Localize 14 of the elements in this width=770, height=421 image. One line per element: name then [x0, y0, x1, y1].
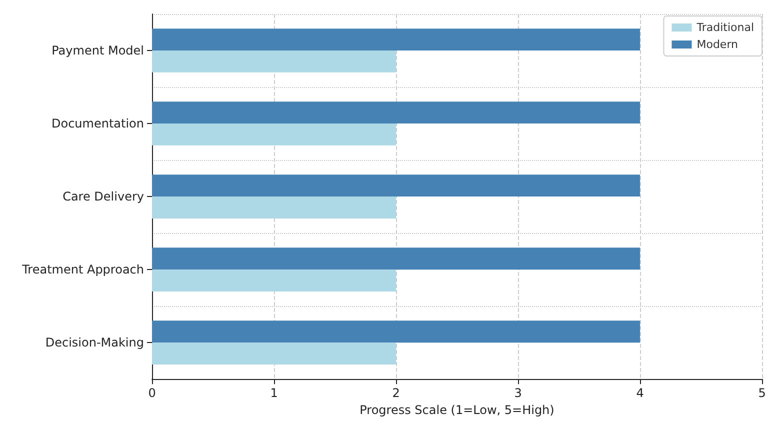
x-axis-title: Progress Scale (1=Low, 5=High) — [360, 403, 554, 417]
y-tick-label: Decision-Making — [45, 336, 144, 350]
x-tick-label: 3 — [514, 386, 522, 400]
x-tick-label: 2 — [392, 386, 400, 400]
y-tick-label: Documentation — [51, 116, 144, 131]
x-tick-label: 5 — [758, 386, 766, 400]
x-tick-label: 1 — [270, 386, 278, 400]
legend-label: Traditional — [696, 21, 754, 34]
x-tick-label: 4 — [636, 386, 644, 400]
y-tick-label: Treatment Approach — [21, 262, 144, 277]
y-tick-label: Payment Model — [52, 44, 144, 58]
y-tick-label: Care Delivery — [62, 190, 144, 204]
legend-label: Modern — [696, 38, 738, 51]
x-tick-label: 0 — [148, 386, 156, 400]
